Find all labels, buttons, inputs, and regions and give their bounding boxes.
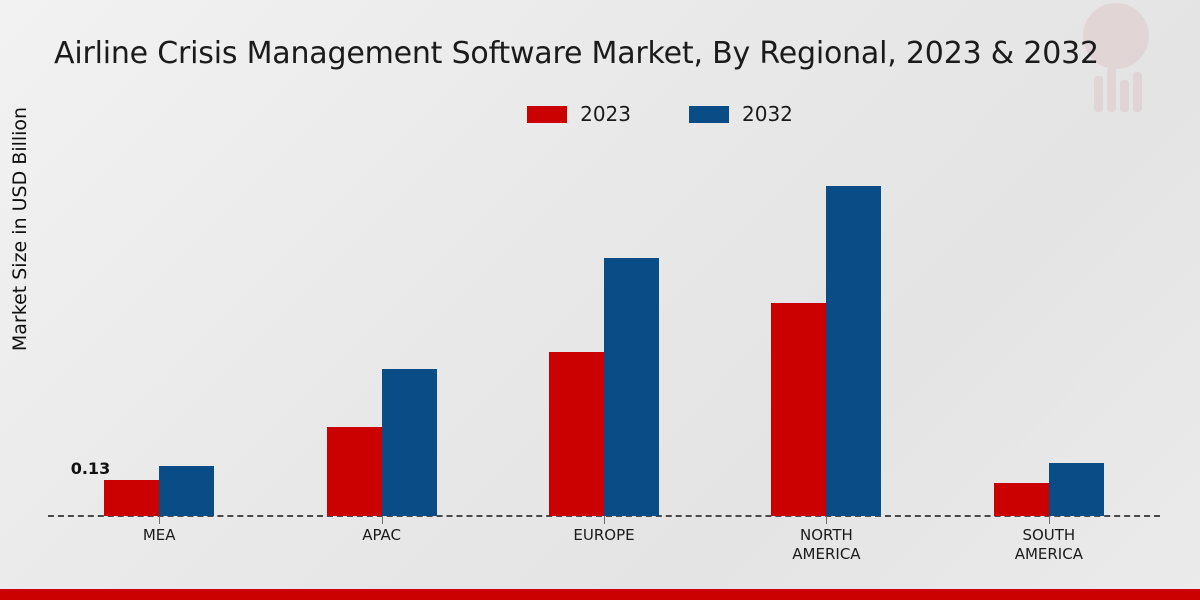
category-label-line: EUROPE: [573, 526, 635, 544]
bar-pair: [326, 150, 437, 516]
bar-2023[interactable]: [993, 482, 1049, 516]
legend-item-2023[interactable]: 2023: [527, 102, 631, 126]
bar-2023[interactable]: [771, 302, 827, 516]
x-axis-category-label: EUROPE: [573, 526, 634, 545]
bar-groups: 0.13 MEA APAC EUROPE NORTH AMERICA SOUTH AMERIC…: [48, 150, 1160, 563]
bar-2032[interactable]: [826, 186, 882, 516]
bar-2032[interactable]: [381, 369, 437, 516]
bar-2023[interactable]: 0.13: [71, 459, 160, 516]
footer-accent-bar: [0, 589, 1200, 600]
bar-2032[interactable]: [1048, 463, 1104, 516]
x-axis-category-label: APAC: [362, 526, 401, 545]
x-axis-tick: [604, 516, 606, 524]
x-axis-tick: [826, 516, 828, 524]
y-axis-title: Market Size in USD Billion: [9, 106, 31, 352]
bar-pair: [549, 150, 660, 516]
bar-pair: [993, 150, 1104, 516]
bar-group: NORTH AMERICA: [715, 150, 937, 563]
bar-group: SOUTH AMERICA: [938, 150, 1160, 563]
category-label-line: SOUTH: [1022, 526, 1076, 544]
legend-item-2032[interactable]: 2032: [689, 102, 793, 126]
x-axis-category-label: MEA: [143, 526, 176, 545]
bar-2032[interactable]: [159, 466, 215, 516]
bar-value-label: 0.13: [70, 458, 111, 478]
bar-pair: 0.13: [71, 150, 215, 516]
bar-group: EUROPE: [493, 150, 715, 544]
category-label-line: MEA: [142, 526, 176, 544]
x-axis-tick: [159, 516, 161, 524]
bar-2023[interactable]: [549, 352, 605, 516]
chart-title: Airline Crisis Management Software Marke…: [54, 36, 1099, 71]
legend-label-2032: 2032: [742, 102, 793, 126]
bar-group: 0.13 MEA: [48, 150, 270, 544]
category-label-line: APAC: [362, 526, 402, 544]
legend-swatch-2032: [689, 105, 729, 123]
category-label-line: NORTH: [800, 526, 853, 544]
chart-legend: 2023 2032: [0, 102, 1200, 126]
legend-swatch-2023: [527, 105, 568, 123]
bar-pair: [771, 150, 882, 516]
x-axis-tick: [1048, 516, 1050, 524]
category-label-line: AMERICA: [1014, 545, 1083, 563]
bar-2032[interactable]: [604, 258, 660, 516]
category-label-line: AMERICA: [792, 545, 861, 563]
x-axis-category-label: NORTH AMERICA: [792, 526, 860, 564]
bar-group: APAC: [270, 150, 492, 544]
legend-label-2023: 2023: [580, 102, 631, 126]
x-axis-baseline: [48, 515, 1160, 517]
x-axis-category-label: SOUTH AMERICA: [1015, 526, 1083, 564]
x-axis-tick: [381, 516, 383, 524]
bar-2023[interactable]: [326, 427, 382, 516]
